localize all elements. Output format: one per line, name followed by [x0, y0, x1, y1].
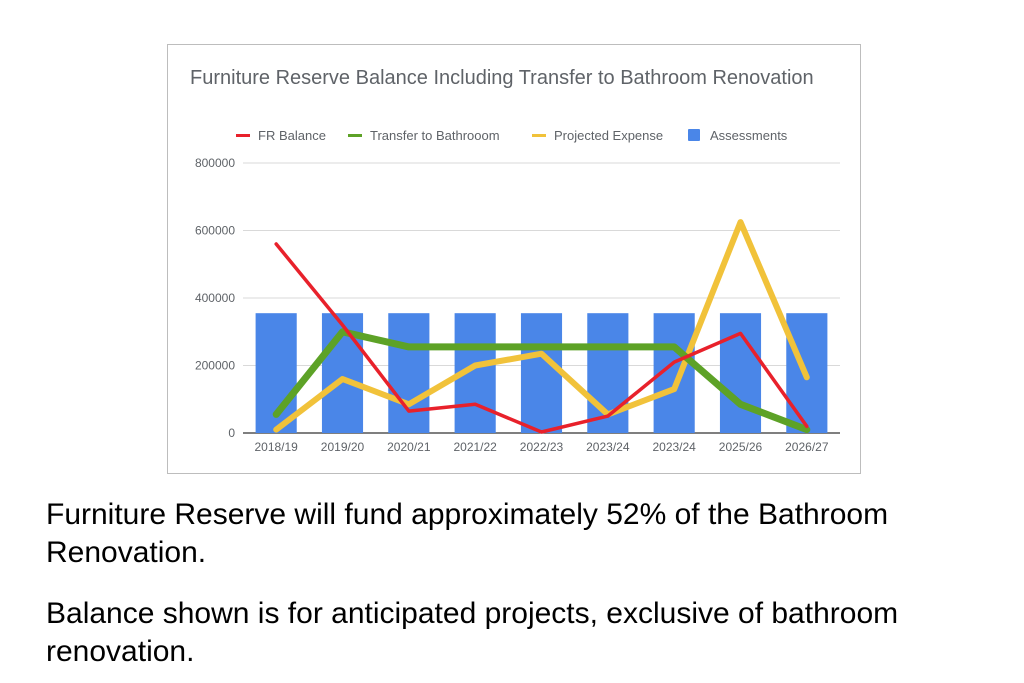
- x-tick-label: 2020/21: [387, 440, 431, 454]
- x-tick-label: 2025/26: [719, 440, 763, 454]
- x-tick-label: 2022/23: [520, 440, 564, 454]
- legend-item-projected-expense: Projected Expense: [532, 126, 663, 144]
- bar-assessments: [719, 313, 762, 433]
- legend-swatch-fr-balance: [236, 133, 250, 137]
- x-tick-label: 2018/19: [254, 440, 298, 454]
- y-tick-label: 400000: [195, 291, 235, 305]
- legend-label-transfer: Transfer to Bathrooom: [370, 127, 500, 143]
- caption-fund-percentage: Furniture Reserve will fund approximatel…: [46, 498, 889, 569]
- chart-title: Furniture Reserve Balance Including Tran…: [190, 67, 814, 89]
- chart-frame: Furniture Reserve Balance Including Tran…: [167, 44, 861, 474]
- chart-plot: 0 200000 400000 600000 800000 2018/19 2019/20 2…: [195, 156, 840, 454]
- line-transfer-to-bathrooom: [272, 328, 811, 434]
- legend-label-assessments: Assessments: [710, 127, 788, 143]
- line-projected-expense: [273, 219, 810, 433]
- legend-label-fr-balance: FR Balance: [258, 127, 326, 143]
- legend-swatch-transfer: [348, 133, 362, 137]
- legend-item-transfer: Transfer to Bathrooom: [348, 126, 500, 144]
- y-tick-label: 0: [228, 426, 235, 440]
- y-tick-label: 200000: [195, 359, 235, 373]
- legend-item-fr-balance: FR Balance: [236, 126, 326, 144]
- bar-assessments: [388, 313, 430, 433]
- y-tick-label: 800000: [195, 156, 235, 170]
- line-fr-balance: [274, 242, 809, 434]
- legend-swatch-projected-expense: [532, 133, 546, 137]
- bar-assessments: [520, 313, 563, 433]
- x-tick-label: 2023/24: [586, 440, 630, 454]
- x-tick-label: 2023/24: [652, 440, 696, 454]
- legend-item-assessments: Assessments: [688, 126, 787, 144]
- legend-swatch-assessments: [688, 129, 700, 141]
- x-tick-label: 2026/27: [785, 440, 829, 454]
- caption-balance-note: Balance shown is for anticipated project…: [46, 597, 899, 668]
- legend-label-projected-expense: Projected Expense: [554, 127, 664, 143]
- x-tick-label: 2019/20: [321, 440, 365, 454]
- y-tick-label: 600000: [195, 224, 235, 238]
- x-tick-label: 2021/22: [453, 440, 497, 454]
